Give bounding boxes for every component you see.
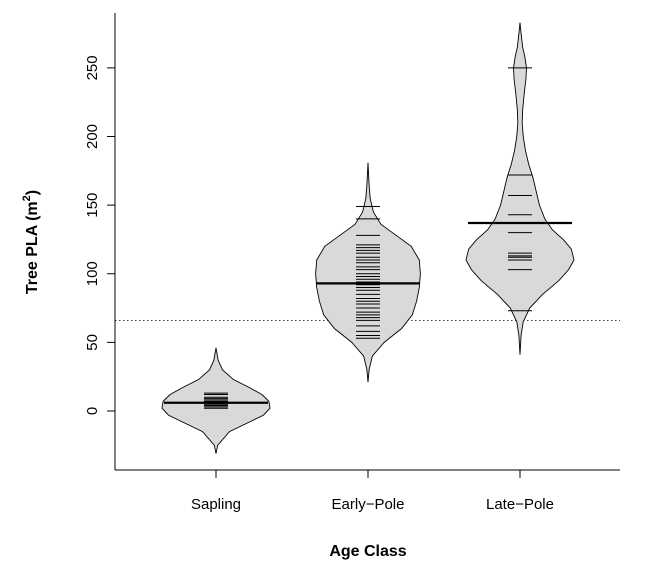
y-axis-title-main: Tree PLA (m (24, 201, 41, 294)
bean-sapling (161, 347, 271, 454)
violins-layer (161, 22, 575, 454)
y-tick-label: 100 (84, 261, 101, 286)
x-tick-label: Early−Pole (332, 496, 405, 513)
violin-shape (315, 162, 421, 383)
violin-shape (161, 347, 271, 454)
violin-shape (465, 22, 575, 355)
x-axis-title: Age Class (329, 543, 406, 560)
y-axis-title-close: ) (24, 190, 41, 195)
x-tick-label: Late−Pole (486, 496, 554, 513)
x-tick-label: Sapling (191, 496, 241, 513)
y-tick-label: 250 (84, 55, 101, 80)
y-ticks: 0 50 100 150 200 250 (84, 55, 115, 415)
bean-late-pole (465, 22, 575, 355)
y-axis-title-superscript: 2 (21, 195, 33, 201)
x-ticks: Sapling Early−Pole Late−Pole (191, 470, 554, 513)
y-tick-label: 200 (84, 124, 101, 149)
bean-early-pole (315, 162, 421, 383)
y-tick-label: 0 (84, 407, 101, 415)
y-tick-label: 150 (84, 193, 101, 218)
y-tick-label: 50 (84, 334, 101, 351)
y-axis-title: Tree PLA (m2) (21, 190, 41, 294)
